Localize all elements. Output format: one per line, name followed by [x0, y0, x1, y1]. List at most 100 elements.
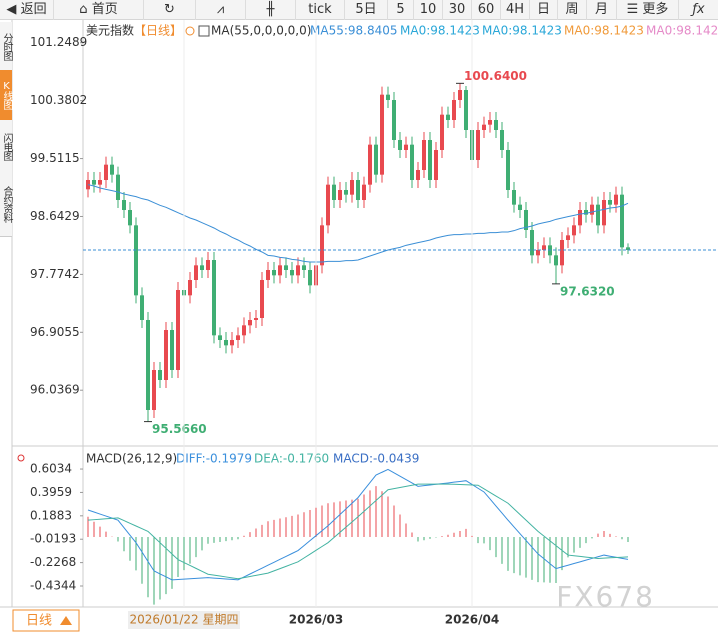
extreme-label: 100.6400: [464, 69, 527, 83]
period-tab[interactable]: 日: [530, 0, 558, 20]
side-tab[interactable]: 分时图: [0, 22, 12, 71]
candle-body: [302, 265, 306, 270]
candle-body: [524, 210, 528, 230]
candle-body: [374, 144, 378, 175]
x-tick-label: 2026/03: [289, 613, 343, 627]
candle-body: [260, 280, 264, 318]
period-arrow[interactable]: [60, 616, 72, 625]
macd-title: MACD(26,12,9): [86, 452, 177, 466]
candle-body: [194, 265, 198, 280]
candle-body: [512, 190, 516, 205]
indicator-icon[interactable]: [198, 25, 210, 37]
candle-body: [452, 100, 456, 120]
candle-body: [422, 140, 426, 170]
period-button-label[interactable]: 日线: [26, 614, 52, 629]
candle-body: [170, 330, 174, 370]
more-label[interactable]: 更多: [642, 2, 669, 17]
candle-body: [296, 265, 300, 276]
candle-body: [350, 180, 354, 195]
candle-body: [536, 250, 540, 256]
candle-body: [86, 180, 90, 190]
candle-body: [542, 245, 546, 250]
candle-body: [188, 280, 192, 296]
period-tab[interactable]: 周: [558, 0, 587, 20]
toolbar: ◀ 返回 ⌂ 首页 ↻ ⩘ ╫ ☰ 更多 ƒx tick 5日 5 10 30 60 4H 日…: [0, 0, 718, 20]
period-tab[interactable]: tick: [296, 0, 345, 20]
y-tick-label: 98.6429: [30, 209, 80, 223]
y-tick-label: 0.3959: [30, 485, 72, 499]
back-button[interactable]: ◀ 返回: [0, 0, 54, 20]
watermark: FX678: [556, 580, 655, 613]
candle-body: [626, 247, 630, 250]
macd-line: [87, 468, 629, 581]
legend-entry: MA0:98.1423: [646, 24, 718, 38]
candle-body: [410, 144, 414, 180]
y-tick-label: 100.3802: [30, 93, 87, 107]
candle-body: [482, 124, 486, 130]
extreme-label: 97.6320: [560, 284, 615, 298]
candle-body: [578, 210, 582, 226]
legend-entry: MA0:98.1423: [400, 24, 480, 38]
period-tab[interactable]: 30: [443, 0, 472, 20]
candle-body: [104, 164, 108, 180]
candle-body: [380, 94, 384, 175]
candle-body: [152, 370, 156, 410]
candle-body: [506, 150, 510, 190]
candle-body: [206, 260, 210, 270]
period-tab[interactable]: 5日: [345, 0, 388, 20]
candle-body: [446, 114, 450, 120]
candle-body: [434, 150, 438, 180]
candle-body: [140, 295, 144, 320]
candle-body: [146, 320, 150, 410]
candle-body: [614, 194, 618, 205]
period-tab[interactable]: 10: [414, 0, 443, 20]
candle-body: [590, 204, 594, 215]
kline-button[interactable]: ╫: [246, 0, 296, 20]
back-label[interactable]: 返回: [20, 2, 47, 17]
period-tab[interactable]: 60: [472, 0, 501, 20]
indicator-label[interactable]: MA(55,0,0,0,0,0): [211, 24, 311, 38]
add-icon[interactable]: [185, 26, 195, 36]
period-tab[interactable]: 4H: [501, 0, 530, 20]
period-tab[interactable]: 月: [587, 0, 617, 20]
legend-entry: MACD:-0.0439: [333, 452, 419, 466]
x-tick-label: 2026/01/22 星期四: [130, 613, 239, 627]
candle-body: [116, 174, 120, 200]
candle-body: [224, 340, 228, 346]
candle-body: [404, 144, 408, 150]
candle-body: [122, 200, 126, 210]
candle-body: [602, 200, 606, 226]
side-tab[interactable]: K线图: [0, 70, 12, 121]
line-chart-button[interactable]: ⩘: [196, 0, 246, 20]
candle-body: [110, 164, 114, 175]
side-tab[interactable]: 闪电图: [0, 120, 12, 173]
candle-body: [398, 140, 402, 150]
home-label[interactable]: 首页: [91, 2, 118, 17]
period-label[interactable]: 【日线】: [134, 24, 182, 38]
legend-entry: MA0:98.1423: [564, 24, 644, 38]
candle-body: [596, 204, 600, 226]
candle-body: [218, 335, 222, 340]
candle-body: [164, 330, 168, 380]
candle-body: [266, 270, 270, 280]
candle-body: [518, 204, 522, 210]
fx-button[interactable]: ƒx: [692, 2, 705, 17]
y-tick-label: -0.0193: [30, 532, 76, 546]
side-tab[interactable]: 合约资料: [0, 172, 12, 237]
y-tick-label: 0.6034: [30, 462, 72, 476]
candle-body: [416, 170, 420, 180]
candle-body: [212, 260, 216, 336]
candle-body: [326, 184, 330, 226]
period-tab[interactable]: 5: [388, 0, 414, 20]
home-button[interactable]: ⌂ 首页: [54, 0, 144, 20]
period-button[interactable]: [12, 609, 80, 632]
candle-body: [476, 130, 480, 160]
refresh-button[interactable]: ↻: [144, 0, 196, 20]
candle-body: [344, 190, 348, 195]
candle-body: [428, 140, 432, 180]
candle-body: [176, 290, 180, 370]
settings-icon[interactable]: [17, 454, 25, 462]
more-button[interactable]: ☰ 更多: [617, 0, 679, 20]
